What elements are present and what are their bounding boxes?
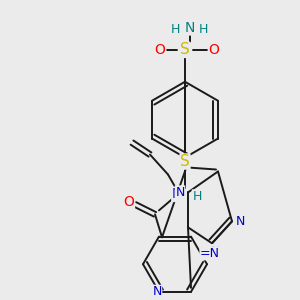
Text: N: N (172, 188, 182, 201)
Text: O: O (154, 43, 165, 57)
Text: N: N (210, 245, 220, 258)
Text: N: N (175, 186, 185, 199)
Text: S: S (180, 154, 190, 169)
Text: =N: =N (200, 247, 220, 260)
Text: O: O (124, 195, 134, 209)
Text: H: H (170, 23, 180, 36)
Text: O: O (208, 43, 219, 57)
Text: N: N (235, 215, 245, 228)
Text: N: N (152, 285, 162, 298)
Text: S: S (180, 42, 190, 57)
Text: H: H (198, 23, 208, 36)
Text: N: N (185, 21, 195, 35)
Text: H: H (192, 190, 202, 203)
